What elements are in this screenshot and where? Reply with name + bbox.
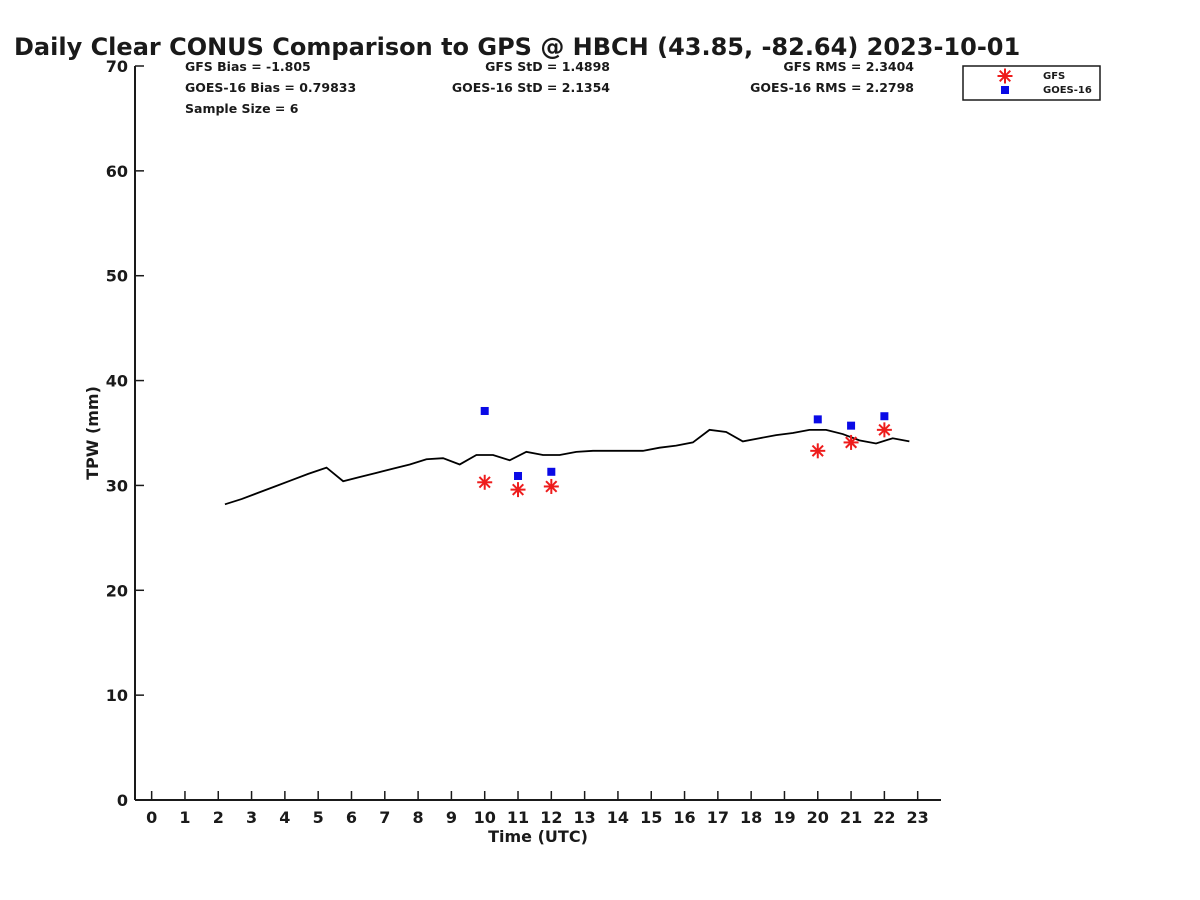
gfs-point [510,482,526,498]
stat-goes-rms: GOES-16 RMS = 2.2798 [750,80,914,95]
x-tick-label: 20 [807,808,829,827]
x-tick-label: 1 [179,808,190,827]
y-tick-label: 40 [106,372,128,391]
stats-block: GFS Bias = -1.805 GFS StD = 1.4898 GFS R… [185,59,914,116]
x-tick-label: 2 [213,808,224,827]
y-tick-label: 30 [106,476,128,495]
legend-goes-marker [1001,86,1009,94]
y-tick-label: 0 [117,791,128,810]
x-tick-label: 13 [573,808,595,827]
gfs-point [843,434,859,450]
gps-tpw-line [224,428,910,506]
goes-16-point [480,406,489,415]
gfs-point [876,422,892,438]
goes-16-point [813,415,822,424]
x-tick-label: 6 [346,808,357,827]
goes-16-point [880,412,889,421]
stat-goes-std: GOES-16 StD = 2.1354 [452,80,610,95]
stat-sample-size: Sample Size = 6 [185,101,299,116]
x-tick-label: 3 [246,808,257,827]
stat-goes-bias: GOES-16 Bias = 0.79833 [185,80,356,95]
stat-gfs-rms: GFS RMS = 2.3404 [783,59,914,74]
x-tick-label: 5 [313,808,324,827]
axes [134,65,941,801]
y-tick-label: 50 [106,267,128,286]
gfs-point [810,443,826,459]
x-tick-label: 8 [413,808,424,827]
legend-gfs-marker [997,68,1013,84]
x-tick-label: 7 [379,808,390,827]
x-tick-label: 18 [740,808,762,827]
y-tick-label: 60 [106,162,128,181]
stat-gfs-std: GFS StD = 1.4898 [485,59,610,74]
x-tick-label: 15 [640,808,662,827]
x-tick-label: 23 [907,808,929,827]
legend-goes-label: GOES-16 [1043,85,1092,96]
y-tick-label: 70 [106,57,128,76]
x-tick-label: 9 [446,808,457,827]
legend: GFS GOES-16 [962,65,1101,101]
x-axis-label: Time (UTC) [488,827,588,846]
goes-16-point [514,471,523,480]
x-tick-label: 14 [607,808,629,827]
goes-16-point [547,467,556,476]
x-tick-label: 19 [773,808,795,827]
legend-gfs-star [997,68,1013,84]
gfs-point [477,474,493,490]
x-tick-label: 11 [507,808,529,827]
plot-area [224,406,910,506]
y-tick-label: 10 [106,686,128,705]
legend-box [962,65,1101,101]
x-tick-label: 16 [673,808,695,827]
gfs-point [543,478,559,494]
stat-gfs-bias: GFS Bias = -1.805 [185,59,311,74]
y-tick-label: 20 [106,581,128,600]
goes-16-point [847,421,856,430]
x-tick-label: 4 [279,808,290,827]
chart-title: Daily Clear CONUS Comparison to GPS @ HB… [14,33,1020,61]
x-tick-label: 12 [540,808,562,827]
x-tick-label: 21 [840,808,862,827]
y-axis-label: TPW (mm) [83,386,102,480]
x-tick-label: 22 [873,808,895,827]
x-tick-label: 10 [474,808,496,827]
legend-gfs-label: GFS [1043,71,1065,82]
x-tick-label: 0 [146,808,157,827]
x-tick-label: 17 [707,808,729,827]
